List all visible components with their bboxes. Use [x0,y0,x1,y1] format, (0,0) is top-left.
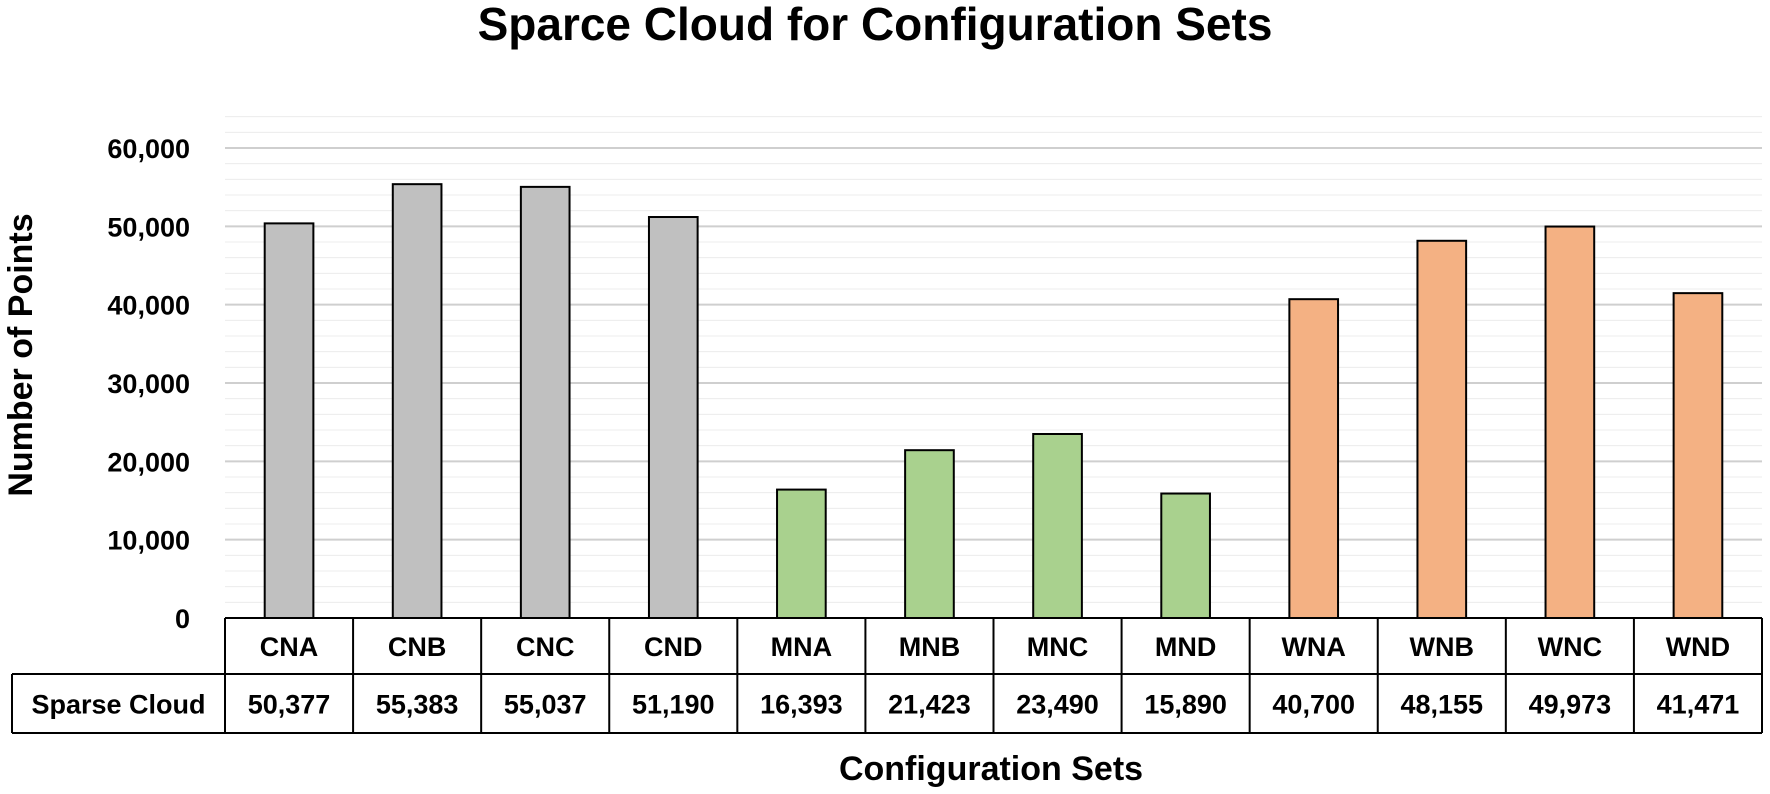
category-label: MNA [771,632,833,662]
table-value-cell: 50,377 [248,690,331,720]
table-value-cell: 21,423 [888,690,971,720]
bar-cnc [519,185,571,619]
data-table: CNA CNB CNC CND MNA MNB MNC MND WNA WNB WNC WND Spar… [11,617,1763,734]
category-label: WNB [1410,632,1474,662]
category-label: WNC [1538,632,1602,662]
bar-wnc [1544,225,1596,619]
y-tick-label: 50,000 [107,212,190,242]
bar-wna [1288,298,1340,619]
series-row-label: Sparse Cloud [31,690,205,720]
category-label: WNA [1281,632,1345,662]
table-value-cell: 55,383 [376,690,459,720]
y-tick-label: 10,000 [107,526,190,556]
bar-mna [776,488,827,619]
table-value-cell: 48,155 [1400,690,1483,720]
table-value-cell: 16,393 [760,690,843,720]
table-value-cell: 55,037 [504,690,587,720]
bars [263,183,1724,620]
x-axis-title: Configuration Sets [839,750,1143,788]
category-label: MND [1155,632,1217,662]
bar-mnd [1160,492,1211,619]
category-label: CNC [516,632,575,662]
bar-mnc [1032,432,1083,619]
y-tick-label: 30,000 [107,369,190,399]
table-value-cell: 49,973 [1529,690,1612,720]
y-tick-label: 60,000 [107,134,190,164]
table-value-cell: 15,890 [1144,690,1227,720]
y-axis-title: Number of Points [2,213,40,496]
y-tick-label: 20,000 [107,447,190,477]
y-axis-ticks: 0 10,000 20,000 30,000 40,000 50,000 60,000 [107,134,190,634]
category-label: MNC [1027,632,1089,662]
y-tick-label: 0 [175,604,190,634]
category-label: CNA [260,632,319,662]
gridlines [225,116,1762,603]
table-value-cell: 51,190 [632,690,715,720]
category-label: CNB [388,632,447,662]
chart-title: Sparce Cloud for Configuration Sets [478,0,1273,50]
bar-cna [263,222,315,620]
bar-wnd [1672,292,1724,619]
table-value-cell: 41,471 [1657,690,1740,720]
y-tick-label: 40,000 [107,291,190,321]
category-label: MNB [899,632,961,662]
table-value-cell: 40,700 [1272,690,1355,720]
bar-wnb [1416,239,1468,619]
bar-cnb [391,183,443,619]
bar-cnd [647,216,699,620]
category-label: WND [1666,632,1730,662]
bar-mnb [904,449,955,619]
table-value-cell: 23,490 [1016,690,1099,720]
category-label: CND [644,632,703,662]
